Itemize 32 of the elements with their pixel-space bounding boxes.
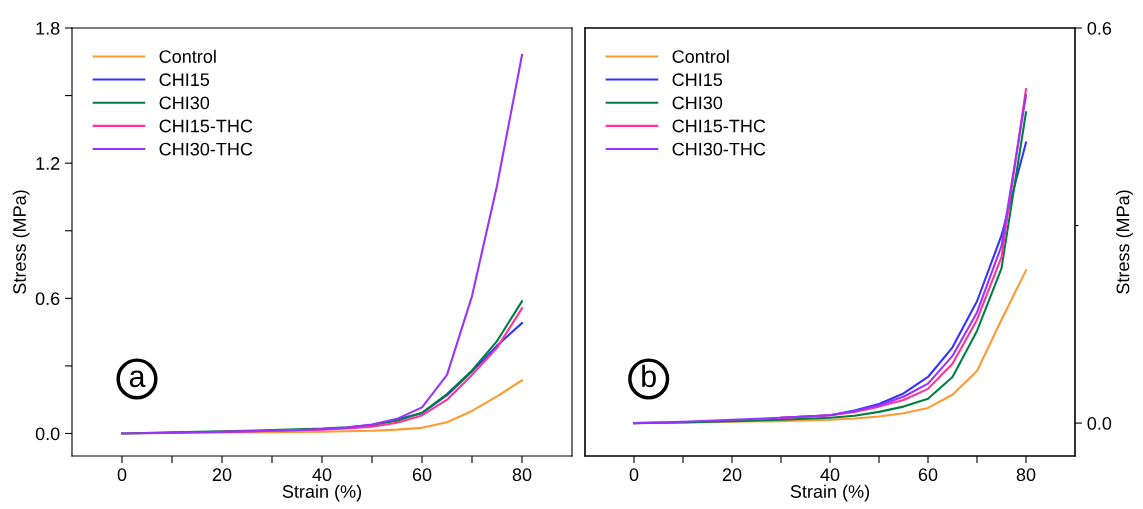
annotation: a xyxy=(129,370,146,388)
x-axis-title: Strain (%) xyxy=(790,484,870,502)
legend-label: CHI30-THC xyxy=(159,142,253,156)
y-axis-title: Stress (MPa) xyxy=(12,190,30,294)
legend-label: CHI15-THC xyxy=(159,119,253,133)
legend-label: Control xyxy=(672,49,729,63)
x-tick-label: 60 xyxy=(918,468,938,482)
legend-label: CHI15 xyxy=(672,73,723,87)
legend-label: CHI15-THC xyxy=(672,119,766,133)
legend-label: Control xyxy=(159,49,216,63)
x-tick-label: 0 xyxy=(117,468,127,482)
x-tick-label: 80 xyxy=(1016,468,1036,482)
y2-tick-label: 0.0 xyxy=(1087,417,1112,430)
y2-tick-label: 0.6 xyxy=(1087,21,1112,35)
x-tick-label: 40 xyxy=(312,468,332,482)
annotation: b xyxy=(642,364,656,388)
x-axis-title: Strain (%) xyxy=(282,484,362,502)
legend-label: CHI30 xyxy=(672,96,723,110)
x-tick-label: 80 xyxy=(512,468,532,482)
legend-label: CHI30 xyxy=(159,96,210,110)
x-tick-label: 60 xyxy=(412,468,432,482)
y-tick-label: 1.2 xyxy=(36,157,60,170)
x-tick-label: 20 xyxy=(722,468,742,482)
y-tick-label: 1.8 xyxy=(36,21,60,35)
legend-label: CHI30-THC xyxy=(672,142,766,156)
x-tick-label: 40 xyxy=(820,468,840,482)
x-tick-label: 0 xyxy=(629,468,639,482)
y2-axis-title: Stress (MPa) xyxy=(1116,190,1133,294)
y-tick-label: 0.6 xyxy=(35,292,60,306)
legend-label: CHI15 xyxy=(159,73,210,87)
y-tick-label: 0.0 xyxy=(35,427,60,441)
x-tick-label: 20 xyxy=(212,468,232,482)
